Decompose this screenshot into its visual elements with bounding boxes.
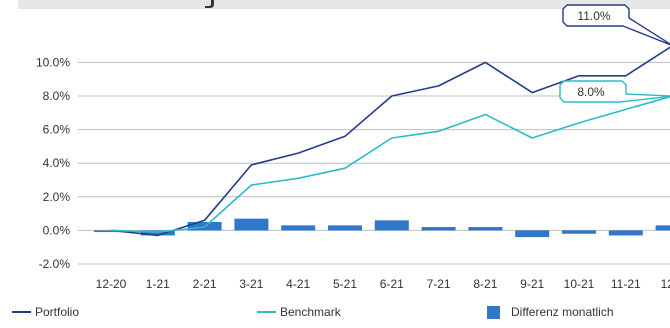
bar-differenz [234, 218, 269, 231]
callout-box-portfolio [562, 4, 670, 46]
legend: Portfolio Benchmark Differenz monatlich [12, 305, 614, 319]
y-axis-ticks: -2.0% 0.0% 2.0% 4.0% 6.0% 8.0% 10.0% [36, 55, 70, 271]
bar-differenz [328, 225, 362, 231]
x-tick-label: 8-21 [473, 277, 497, 291]
x-axis-ticks: 12-20 1-21 2-21 3-21 4-21 5-21 6-21 7-21 8-21 9-2… [96, 277, 670, 291]
bar-differenz [374, 220, 409, 231]
x-tick-label: 6-21 [380, 277, 404, 291]
x-tick-label: 12-20 [96, 277, 127, 291]
title-bar [18, 0, 670, 9]
y-tick-label: 8.0% [43, 89, 71, 103]
x-tick-label: 3-21 [239, 277, 263, 291]
line-series [110, 46, 670, 237]
x-tick-label: 12-2 [661, 277, 670, 291]
bar-differenz [562, 230, 596, 234]
x-tick-label: 9-21 [520, 277, 544, 291]
y-tick-label: 2.0% [43, 190, 71, 204]
x-tick-label: 1-21 [146, 277, 170, 291]
legend-swatch-differenz-monatlich [487, 306, 500, 319]
bar-differenz [515, 230, 550, 238]
bar-differenz [281, 225, 316, 231]
y-tick-label: 6.0% [43, 123, 71, 137]
bar-differenz [94, 230, 128, 233]
x-tick-label: 4-21 [286, 277, 310, 291]
line-portfolio [110, 46, 670, 237]
callout-box-benchmark [559, 80, 670, 103]
bar-differenz [140, 230, 175, 236]
bar-differenz [421, 227, 456, 231]
callout-label-portfolio: 11.0% [577, 9, 610, 23]
x-tick-label: 5-21 [333, 277, 357, 291]
y-tick-label: 0.0% [43, 223, 71, 237]
value-callouts: 11.0% 8.0% [559, 4, 670, 103]
legend-label-differenz-monatlich: Differenz monatlich [511, 305, 614, 319]
callout-label-benchmark: 8.0% [577, 85, 605, 99]
bar-differenz [608, 230, 643, 236]
x-tick-label: 7-21 [427, 277, 451, 291]
x-tick-label: 11-21 [611, 277, 641, 291]
y-tick-label: 4.0% [43, 156, 71, 170]
legend-label-portfolio: Portfolio [35, 305, 79, 319]
x-tick-label: 2-21 [193, 277, 217, 291]
line-benchmark [110, 95, 670, 233]
y-tick-label: 10.0% [36, 55, 70, 69]
y-tick-label: -2.0% [39, 257, 71, 271]
legend-label-benchmark: Benchmark [280, 305, 342, 319]
bar-differenz [468, 227, 503, 231]
x-tick-label: 10-21 [564, 277, 595, 291]
bar-differenz [655, 225, 670, 231]
title-fragment [205, 0, 214, 8]
